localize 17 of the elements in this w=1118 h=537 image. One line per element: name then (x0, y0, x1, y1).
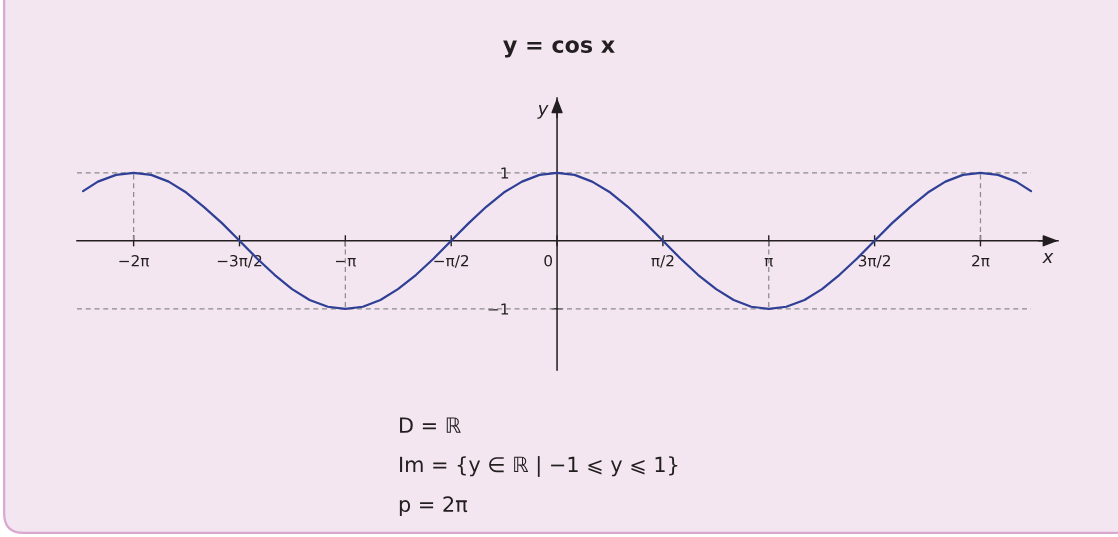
text: D = ℝ (400, 417, 461, 433)
x-tick-label: −3π/2 (217, 254, 262, 268)
x-tick-label: 0 (544, 254, 553, 267)
chart-title: y = cos x (503, 40, 615, 58)
x-tick-label: −π (335, 257, 356, 267)
text: p = 2π (399, 496, 468, 517)
y-tick-label: 1 (501, 167, 509, 179)
x-tick-label: π (764, 257, 773, 267)
text: Im = {y ∈ ℝ | −1 ⩽ y ⩽ 1} (400, 456, 678, 477)
x-axis-title: x (1042, 253, 1054, 263)
x-tick-label: π/2 (651, 254, 674, 268)
x-tick-label: 2π (972, 254, 990, 267)
y-axis-title: y (537, 105, 549, 119)
x-tick-label: −π/2 (434, 254, 469, 268)
x-tick-label: 3π/2 (858, 254, 890, 268)
y-tick-label: −1 (488, 303, 509, 315)
x-tick-label: −2π (119, 254, 150, 267)
